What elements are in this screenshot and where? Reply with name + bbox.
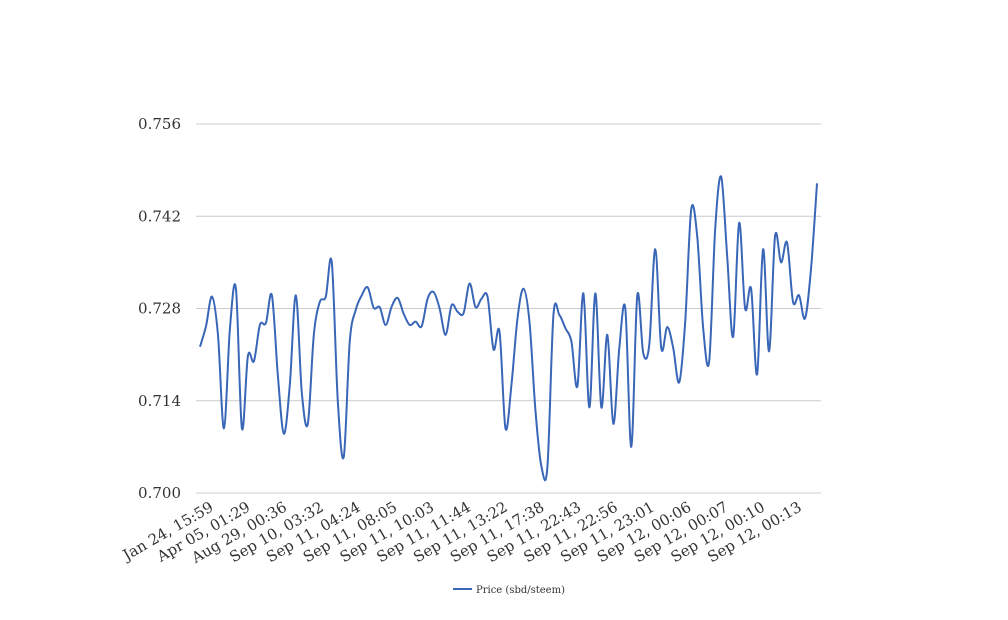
- series-line-price: [199, 175, 818, 482]
- y-tick-label: 0.728: [138, 300, 181, 318]
- y-axis-tick-labels: 0.700 0.714 0.728 0.742 0.756: [138, 115, 181, 502]
- y-tick-label: 0.714: [138, 392, 181, 410]
- y-tick-label: 0.700: [138, 484, 181, 502]
- series-layer: [199, 175, 818, 482]
- y-tick-label: 0.756: [138, 115, 181, 133]
- legend[interactable]: Price (sbd/steem): [453, 585, 565, 596]
- gridlines: [196, 123, 821, 494]
- y-tick-label: 0.742: [138, 207, 181, 225]
- legend-label: Price (sbd/steem): [476, 585, 565, 596]
